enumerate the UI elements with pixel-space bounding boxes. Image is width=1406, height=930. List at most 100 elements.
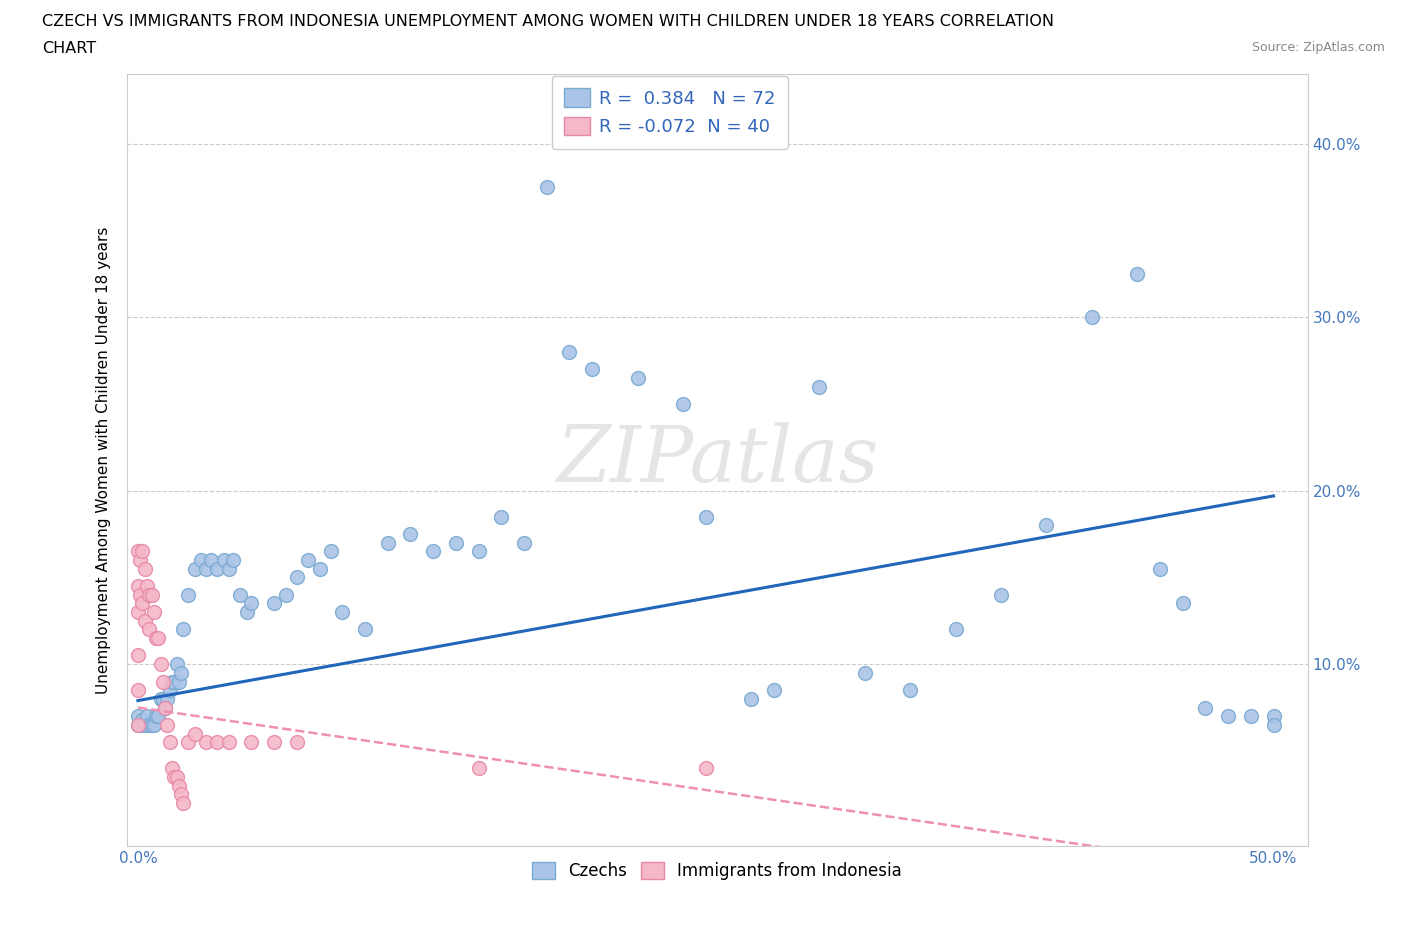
Point <box>377 536 399 551</box>
Point <box>172 795 194 810</box>
Point <box>148 631 170 645</box>
Point <box>513 536 536 551</box>
Point <box>218 562 240 577</box>
Point <box>131 712 153 727</box>
Point <box>207 735 229 750</box>
Point <box>177 588 200 603</box>
Point <box>153 700 176 715</box>
Point <box>808 379 831 394</box>
Point <box>354 622 377 637</box>
Point <box>127 709 149 724</box>
Point <box>285 735 308 750</box>
Text: ZIPatlas: ZIPatlas <box>555 422 879 498</box>
Point <box>190 552 212 567</box>
Point <box>160 674 183 689</box>
Point <box>160 761 183 776</box>
Point <box>149 691 172 706</box>
Point <box>159 683 181 698</box>
Point <box>156 717 179 732</box>
Point <box>142 604 165 619</box>
Point <box>1194 700 1216 715</box>
Point <box>127 544 149 559</box>
Point <box>274 588 297 603</box>
Point <box>159 735 181 750</box>
Point <box>236 604 259 619</box>
Point <box>308 562 330 577</box>
Point <box>263 735 285 750</box>
Point <box>672 396 695 411</box>
Point <box>141 588 163 603</box>
Point <box>134 562 156 577</box>
Point <box>898 683 921 698</box>
Y-axis label: Unemployment Among Women with Children Under 18 years: Unemployment Among Women with Children U… <box>96 227 111 694</box>
Point <box>129 552 152 567</box>
Point <box>1035 518 1057 533</box>
Point <box>285 570 308 585</box>
Point <box>207 562 229 577</box>
Point <box>170 787 193 802</box>
Point <box>1149 562 1171 577</box>
Point <box>626 370 648 385</box>
Point <box>177 735 200 750</box>
Point <box>762 683 785 698</box>
Point <box>467 761 489 776</box>
Point <box>1126 266 1149 281</box>
Point <box>170 665 193 680</box>
Point <box>218 735 240 750</box>
Point <box>319 544 342 559</box>
Point <box>127 683 149 698</box>
Point <box>1263 717 1285 732</box>
Point <box>297 552 319 567</box>
Point <box>1171 596 1194 611</box>
Point <box>166 769 188 784</box>
Point <box>131 596 153 611</box>
Point <box>945 622 967 637</box>
Point <box>127 717 149 732</box>
Point <box>1081 310 1104 325</box>
Point <box>263 596 285 611</box>
Point <box>138 588 160 603</box>
Point <box>142 717 165 732</box>
Point <box>131 544 153 559</box>
Point <box>195 562 218 577</box>
Point <box>558 344 581 359</box>
Point <box>166 657 188 671</box>
Point <box>212 552 235 567</box>
Point <box>127 648 149 663</box>
Point <box>145 631 167 645</box>
Point <box>138 622 160 637</box>
Text: CZECH VS IMMIGRANTS FROM INDONESIA UNEMPLOYMENT AMONG WOMEN WITH CHILDREN UNDER : CZECH VS IMMIGRANTS FROM INDONESIA UNEMP… <box>42 14 1054 29</box>
Point <box>240 596 263 611</box>
Point <box>167 778 190 793</box>
Point <box>183 562 205 577</box>
Point <box>695 761 717 776</box>
Point <box>183 726 205 741</box>
Point <box>422 544 444 559</box>
Point <box>134 614 156 629</box>
Point <box>129 717 152 732</box>
Point <box>129 588 152 603</box>
Point <box>195 735 218 750</box>
Point <box>148 709 170 724</box>
Point <box>136 578 159 593</box>
Point <box>153 700 176 715</box>
Point <box>152 691 174 706</box>
Point <box>222 552 245 567</box>
Point <box>695 510 717 525</box>
Point <box>163 769 186 784</box>
Point <box>467 544 489 559</box>
Point <box>229 588 252 603</box>
Point <box>990 588 1012 603</box>
Point <box>127 717 149 732</box>
Point <box>167 674 190 689</box>
Legend: Czechs, Immigrants from Indonesia: Czechs, Immigrants from Indonesia <box>523 854 911 888</box>
Point <box>149 657 172 671</box>
Point <box>444 536 467 551</box>
Point <box>138 717 160 732</box>
Point <box>1216 709 1239 724</box>
Point <box>136 709 159 724</box>
Point <box>581 362 603 377</box>
Point <box>853 665 876 680</box>
Point <box>1263 709 1285 724</box>
Point <box>141 717 163 732</box>
